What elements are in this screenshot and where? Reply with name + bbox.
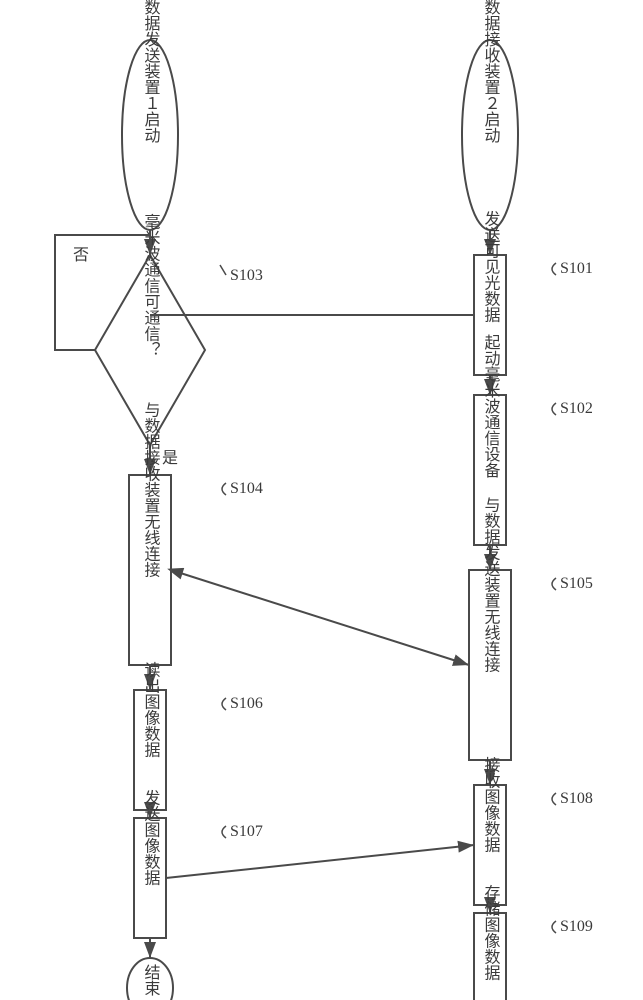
label-no: 否	[73, 247, 89, 264]
label-s104: S104	[230, 480, 263, 497]
label-s102: S102	[560, 400, 593, 417]
box-s109-text: 存储图像数据	[482, 884, 501, 981]
label-s108: S108	[560, 790, 593, 807]
label-yes: 是	[162, 450, 178, 467]
end-sender-text: 结束	[142, 964, 161, 996]
label-s109: S109	[560, 918, 593, 935]
box-s106-text: 读出图像数据	[142, 661, 161, 758]
label-s106: S106	[230, 695, 263, 712]
label-s103: S103	[230, 267, 263, 284]
start-sender-text: 数据发送装置１启动	[142, 0, 161, 143]
box-s102-text: 起动毫米波通信设备	[482, 334, 501, 478]
box-s104-text: 与数据接收装置无线连接	[142, 401, 161, 578]
box-s101-text: 发送可见光数据	[482, 210, 501, 323]
box-s105-text: 与数据发送装置无线连接	[482, 496, 501, 673]
label-s105: S105	[560, 575, 593, 592]
box-s108-text: 接收图像数据	[482, 756, 501, 853]
start-receiver-text: 数据接收装置２启动	[482, 0, 501, 143]
box-s107-text: 发送图像数据	[142, 789, 161, 886]
label-s101: S101	[560, 260, 593, 277]
label-s107: S107	[230, 823, 263, 840]
